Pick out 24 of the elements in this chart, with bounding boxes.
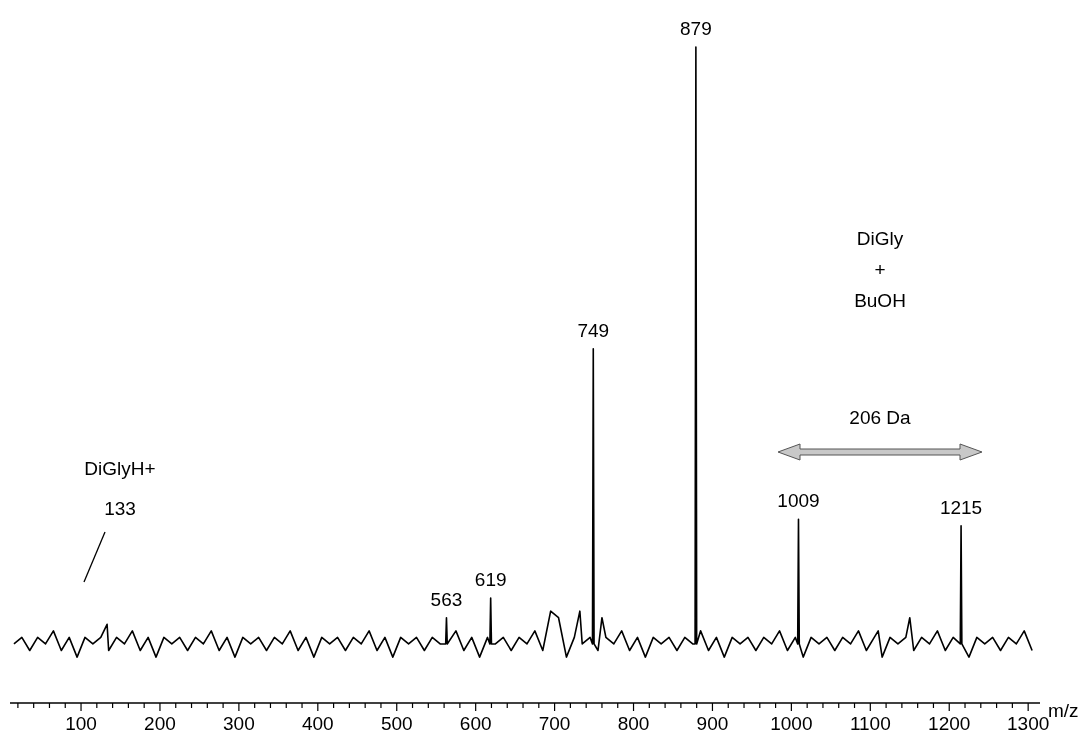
annotation: 1009 xyxy=(777,490,820,512)
x-tick-label: 1300 xyxy=(1007,713,1050,734)
x-tick-label: 200 xyxy=(144,713,176,734)
x-axis-title: m/z xyxy=(1048,700,1079,721)
x-tick-label: 100 xyxy=(65,713,97,734)
annotation: 619 xyxy=(474,569,507,591)
x-tick-label: 600 xyxy=(459,713,492,734)
annotation: 206 Da xyxy=(849,407,912,428)
x-tick-label: 700 xyxy=(538,713,571,734)
annotation: DiGlyH+ xyxy=(84,458,156,479)
x-tick-label: 1100 xyxy=(849,713,891,734)
annotation: 563 xyxy=(430,588,463,610)
x-tick-label: 400 xyxy=(301,713,334,734)
x-tick-label: 1000 xyxy=(770,713,813,734)
x-tick-label: 300 xyxy=(223,713,255,734)
x-tick-label: 500 xyxy=(380,713,413,734)
x-tick-label: 1200 xyxy=(928,713,971,734)
x-tick-label: 800 xyxy=(617,713,650,734)
annotation: 879 xyxy=(680,18,712,39)
annotation: 133 xyxy=(104,498,136,519)
annotation: 749 xyxy=(577,319,610,341)
annotation: 1215 xyxy=(939,496,983,518)
annotation: DiGly + BuOH xyxy=(854,228,906,311)
x-tick-label: 900 xyxy=(696,713,729,734)
